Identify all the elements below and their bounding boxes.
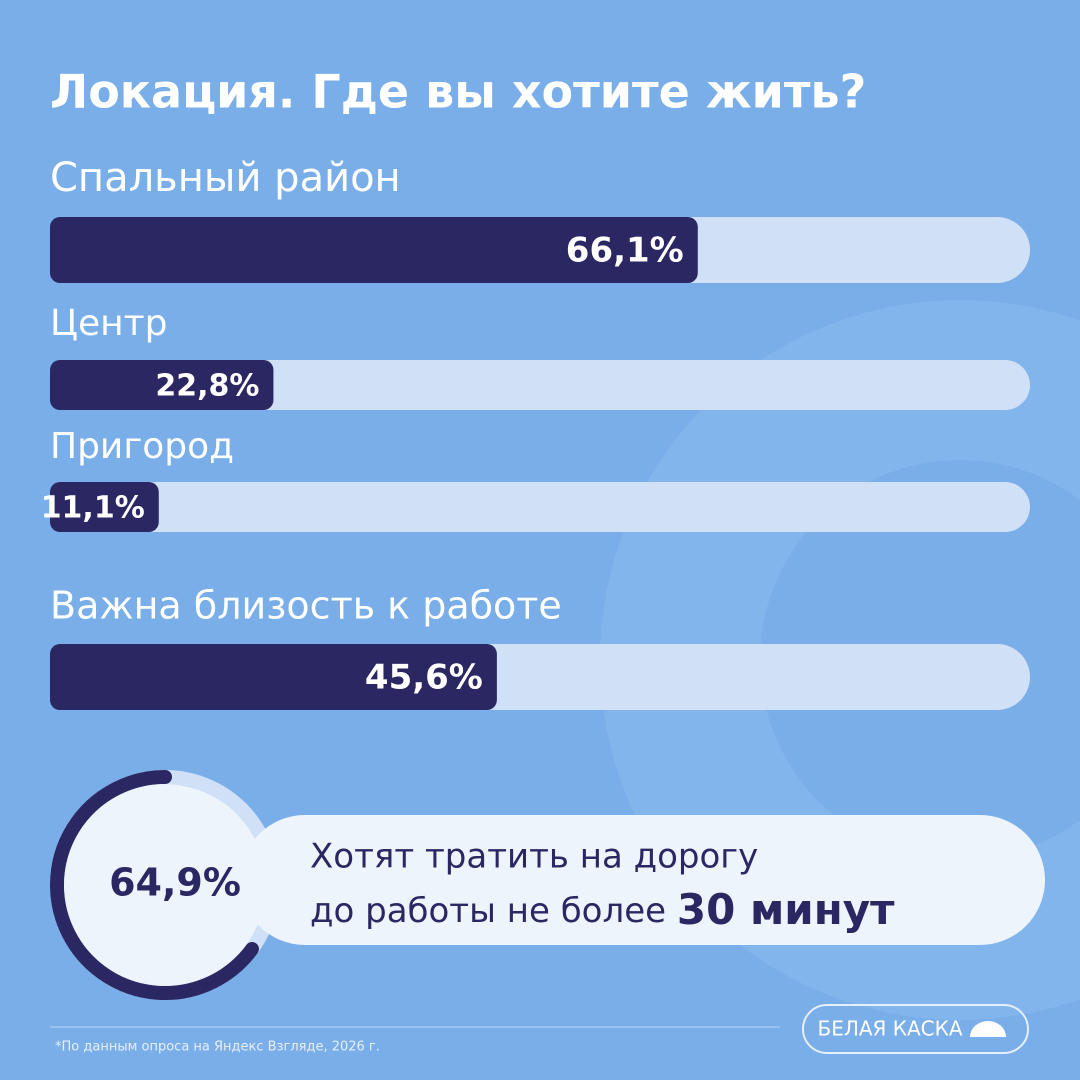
- logo-helmet: [970, 1021, 1006, 1037]
- callout-text: до работы не более: [310, 891, 666, 931]
- value-label: 22,8%: [155, 369, 259, 404]
- donut-center: [64, 784, 266, 986]
- logo-frame: [802, 1004, 1029, 1054]
- callout-text: Хотят тратить на дорогу: [310, 837, 758, 877]
- footnote: *По данным опроса на Яндекс Взгляде, 202…: [55, 1040, 380, 1055]
- logo: БЕЛАЯ КАСКА: [817, 1017, 962, 1041]
- callout-emphasis: 30 минут: [677, 885, 895, 934]
- category-label: Центр: [50, 303, 167, 344]
- bar: [50, 217, 698, 283]
- value-label: 45,6%: [365, 658, 483, 698]
- value-label: 11,1%: [41, 491, 145, 526]
- donut-arc: [50, 770, 259, 1000]
- category-label: Спальный район: [50, 155, 401, 201]
- category-label: Важна близость к работе: [50, 584, 562, 628]
- donut-value: 64,9%: [109, 861, 241, 905]
- value-label: 66,1%: [566, 231, 684, 271]
- bar: [50, 482, 159, 532]
- callout-pill: [240, 815, 1045, 945]
- title: Локация. Где вы хотите жить?: [50, 65, 866, 119]
- bar-track: [50, 360, 1030, 410]
- callout-text: до работы не более 30 минут: [310, 885, 895, 934]
- bar: [50, 644, 497, 710]
- bar: [50, 360, 274, 410]
- bar-track: [50, 482, 1030, 532]
- category-label: Пригород: [50, 426, 234, 467]
